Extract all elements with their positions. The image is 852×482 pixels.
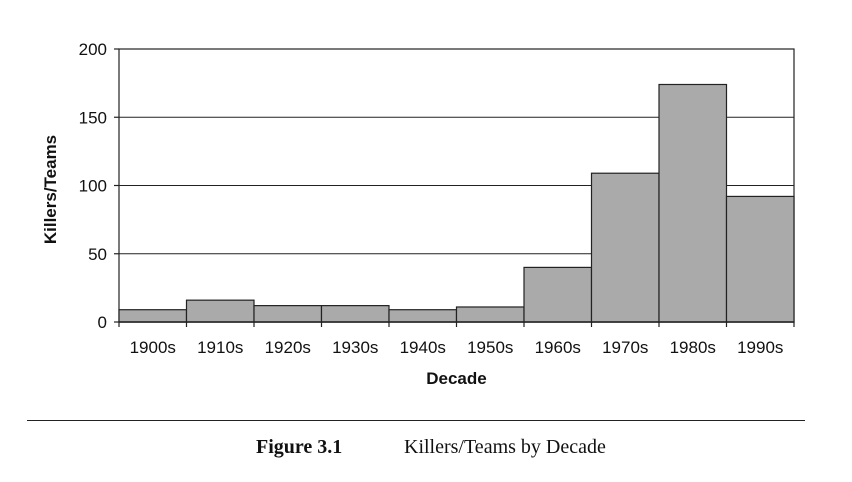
x-tick-label: 1950s — [467, 338, 513, 357]
caption-divider — [27, 420, 805, 421]
figure-number: Figure 3.1 — [256, 436, 343, 458]
bar — [185, 299, 255, 323]
bar — [590, 172, 660, 323]
y-axis-title: Killers/Teams — [41, 135, 60, 244]
bar — [388, 309, 458, 323]
x-tick-label: 1940s — [400, 338, 446, 357]
x-tick-label: 1900s — [130, 338, 176, 357]
figure-caption: Figure 3.1 Killers/Teams by Decade — [0, 436, 852, 462]
x-tick-label: 1970s — [602, 338, 648, 357]
x-tick-label: 1910s — [197, 338, 243, 357]
bar — [658, 83, 728, 323]
x-tick-label: 1930s — [332, 338, 378, 357]
bar — [118, 309, 188, 323]
bar — [253, 305, 323, 323]
x-tick-label: 1990s — [737, 338, 783, 357]
bar — [320, 305, 390, 323]
bar-chart: 0 50 100 150 200 1900s 1910s 1920s 1930s 1940s 195… — [41, 40, 795, 388]
x-tick-label: 1960s — [535, 338, 581, 357]
y-tick-label: 150 — [79, 108, 107, 127]
y-tick-label: 50 — [88, 245, 107, 264]
figure-title: Killers/Teams by Decade — [404, 436, 606, 458]
bar — [455, 306, 525, 323]
bar — [725, 195, 795, 323]
bar — [523, 266, 593, 323]
x-axis-title: Decade — [426, 369, 486, 388]
y-tick-label: 0 — [98, 313, 107, 332]
x-tick-label: 1980s — [670, 338, 716, 357]
x-tick-label: 1920s — [265, 338, 311, 357]
y-tick-label: 200 — [79, 40, 107, 59]
y-tick-label: 100 — [79, 177, 107, 196]
